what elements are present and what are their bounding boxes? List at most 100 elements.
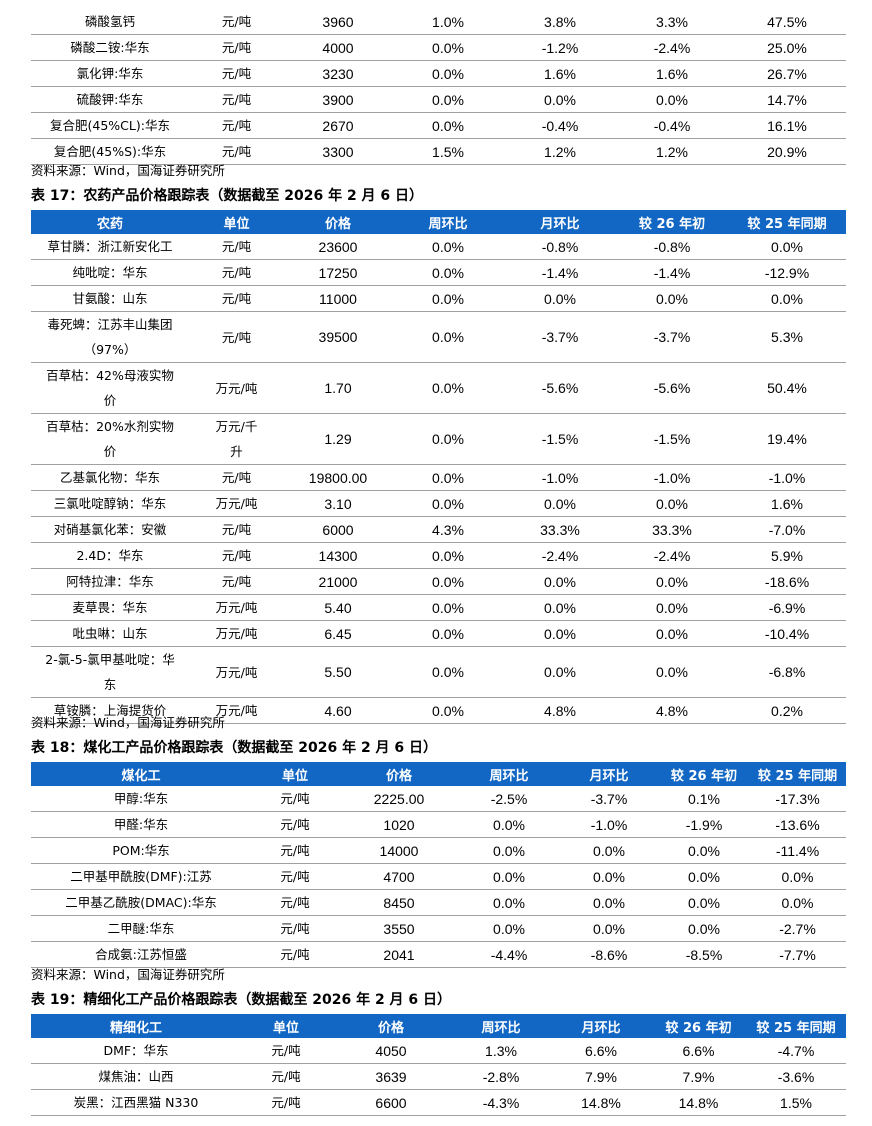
header-unit: 单位	[251, 762, 339, 786]
week-on-week: 0.0%	[392, 86, 504, 113]
header-mom: 月环比	[559, 762, 659, 786]
year-on-year: -7.7%	[749, 941, 846, 968]
year-on-year: 14.7%	[728, 86, 846, 113]
fertilizer-price-table: 磷酸氢钙 元/吨 3960 1.0% 3.8% 3.3% 47.5% 磷酸二铵:华东 元/吨 40…	[31, 9, 846, 165]
product-name: DMF：华东	[31, 1038, 241, 1064]
header-product: 煤化工	[31, 762, 251, 786]
unit: 元/吨	[189, 568, 284, 595]
unit: 万元/吨	[189, 620, 284, 647]
price: 1.29	[284, 413, 392, 465]
month-on-month: 4.8%	[504, 697, 616, 724]
price: 3300	[284, 138, 392, 165]
price: 39500	[284, 311, 392, 363]
year-on-year: -10.4%	[728, 620, 846, 647]
vs-year-start: 33.3%	[616, 516, 728, 543]
year-on-year: -13.6%	[749, 811, 846, 838]
unit: 元/吨	[241, 1089, 331, 1116]
price: 3639	[331, 1063, 451, 1090]
unit: 元/吨	[251, 915, 339, 942]
table19-title: 表 19：精细化工产品价格跟踪表（数据截至 2026 年 2 月 6 日）	[31, 992, 452, 1008]
unit: 元/吨	[251, 941, 339, 968]
table-row: 磷酸氢钙 元/吨 3960 1.0% 3.8% 3.3% 47.5%	[31, 9, 846, 35]
vs-year-start: -0.8%	[616, 234, 728, 260]
header-wow: 周环比	[459, 762, 559, 786]
header-product: 精细化工	[31, 1014, 241, 1038]
vs-year-start: 3.3%	[616, 9, 728, 35]
vs-year-start: -1.0%	[616, 464, 728, 491]
table-row: 合成氨:江苏恒盛 元/吨 2041 -4.4% -8.6% -8.5% -7.7%	[31, 941, 846, 968]
unit: 万元/千升	[189, 413, 284, 465]
product-name: 硫酸钾:华东	[31, 86, 189, 113]
year-on-year: -17.3%	[749, 786, 846, 812]
week-on-week: 0.0%	[392, 311, 504, 363]
header-yoy: 较 25 年同期	[728, 210, 846, 234]
price: 21000	[284, 568, 392, 595]
product-name: 百草枯：20%水剂实物价	[31, 413, 189, 465]
week-on-week: 0.0%	[392, 594, 504, 621]
month-on-month: 0.0%	[504, 86, 616, 113]
unit: 万元/吨	[189, 362, 284, 414]
table-row: 复合肥(45%S):华东 元/吨 3300 1.5% 1.2% 1.2% 20.9%	[31, 138, 846, 165]
month-on-month: 0.0%	[559, 837, 659, 864]
header-ytd: 较 26 年初	[616, 210, 728, 234]
week-on-week: 0.0%	[392, 646, 504, 698]
month-on-month: -5.6%	[504, 362, 616, 414]
unit: 元/吨	[189, 9, 284, 35]
price: 6000	[284, 516, 392, 543]
product-name: 乙基氯化物：华东	[31, 464, 189, 491]
unit: 万元/吨	[189, 697, 284, 724]
vs-year-start: 0.0%	[616, 490, 728, 517]
product-name: 磷酸氢钙	[31, 9, 189, 35]
price: 6.45	[284, 620, 392, 647]
table-row: 氯化钾:华东 元/吨 3230 0.0% 1.6% 1.6% 26.7%	[31, 60, 846, 87]
vs-year-start: -1.4%	[616, 259, 728, 286]
year-on-year: 0.2%	[728, 697, 846, 724]
month-on-month: -1.0%	[559, 811, 659, 838]
product-name: 草铵膦：上海提货价	[31, 697, 189, 724]
month-on-month: -1.0%	[504, 464, 616, 491]
vs-year-start: 6.6%	[651, 1038, 746, 1064]
price: 17250	[284, 259, 392, 286]
year-on-year: 50.4%	[728, 362, 846, 414]
product-name: 百草枯：42%母液实物价	[31, 362, 189, 414]
vs-year-start: 0.0%	[616, 594, 728, 621]
product-name: 合成氨:江苏恒盛	[31, 941, 251, 968]
table-row: 复合肥(45%CL):华东 元/吨 2670 0.0% -0.4% -0.4% 16.1%	[31, 112, 846, 139]
month-on-month: 0.0%	[559, 915, 659, 942]
month-on-month: 0.0%	[504, 646, 616, 698]
month-on-month: 0.0%	[559, 889, 659, 916]
table-row: DMF：华东 元/吨 4050 1.3% 6.6% 6.6% -4.7%	[31, 1038, 846, 1064]
unit: 元/吨	[189, 285, 284, 312]
unit-line: 万元/千	[215, 419, 258, 434]
price: 8450	[339, 889, 459, 916]
price: 2041	[339, 941, 459, 968]
year-on-year: -2.7%	[749, 915, 846, 942]
table-row: 草甘膦：浙江新安化工 元/吨 23600 0.0% -0.8% -0.8% 0.0%	[31, 234, 846, 260]
unit: 万元/吨	[189, 594, 284, 621]
table-row: 甲醛:华东 元/吨 1020 0.0% -1.0% -1.9% -13.6%	[31, 811, 846, 838]
header-unit: 单位	[189, 210, 284, 234]
unit: 元/吨	[189, 112, 284, 139]
vs-year-start: 0.0%	[659, 889, 749, 916]
unit: 元/吨	[241, 1038, 331, 1064]
vs-year-start: 0.0%	[659, 915, 749, 942]
week-on-week: 0.0%	[392, 112, 504, 139]
table-row: 麦草畏：华东 万元/吨 5.40 0.0% 0.0% 0.0% -6.9%	[31, 594, 846, 621]
price: 2225.00	[339, 786, 459, 812]
product-name: 复合肥(45%S):华东	[31, 138, 189, 165]
year-on-year: 5.3%	[728, 311, 846, 363]
year-on-year: -7.0%	[728, 516, 846, 543]
month-on-month: -0.8%	[504, 234, 616, 260]
unit: 万元/吨	[189, 646, 284, 698]
header-product: 农药	[31, 210, 189, 234]
product-name: 对硝基氯化苯：安徽	[31, 516, 189, 543]
vs-year-start: -0.4%	[616, 112, 728, 139]
vs-year-start: -2.4%	[616, 34, 728, 61]
table-row: 百草枯：20%水剂实物价万元/千升 1.29 0.0% -1.5% -1.5% 19.4%	[31, 413, 846, 465]
table-row: 硫酸钾:华东 元/吨 3900 0.0% 0.0% 0.0% 14.7%	[31, 86, 846, 113]
product-name: 煤焦油：山西	[31, 1063, 241, 1090]
table-row: 吡虫啉：山东 万元/吨 6.45 0.0% 0.0% 0.0% -10.4%	[31, 620, 846, 647]
product-name: 三氯吡啶醇钠：华东	[31, 490, 189, 517]
week-on-week: -2.8%	[451, 1063, 551, 1090]
table18-source: 资料来源：Wind，国海证券研究所	[31, 967, 225, 982]
